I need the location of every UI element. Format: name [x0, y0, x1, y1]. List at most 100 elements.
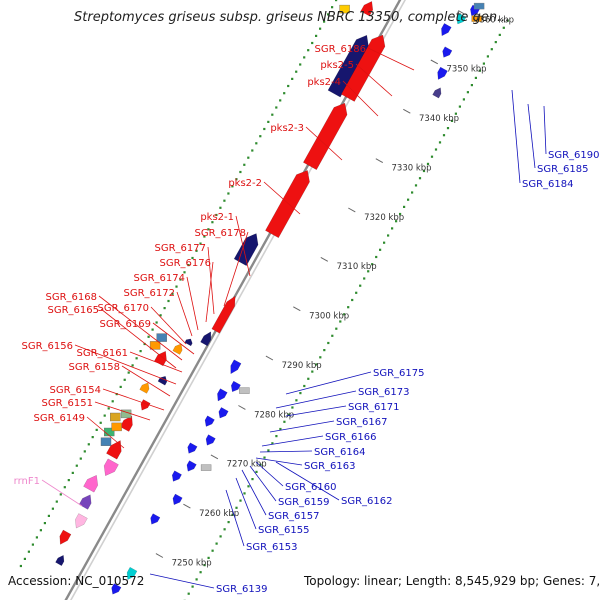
small-gene-arrow: [442, 46, 453, 58]
right-dotted-track-dot: [474, 76, 477, 79]
callout-text: SGR_6160: [285, 482, 337, 493]
right-dotted-track-dot: [311, 370, 314, 373]
small-gene-arrow: [157, 375, 168, 386]
right-dotted-track-dot: [418, 177, 422, 180]
small-gene-arrow: [230, 359, 242, 375]
left-dotted-track-dot: [203, 235, 206, 238]
scale-tick-label: 7290 kbp: [282, 361, 322, 371]
right-dotted-track-dot: [355, 291, 358, 294]
callout-text: SGR_6184: [522, 179, 574, 190]
left-gene-label: SGR_6169: [100, 319, 195, 355]
right-dotted-track-dot: [335, 327, 338, 330]
left-dotted-track-dot: [267, 120, 270, 123]
right-dotted-track-dot: [379, 248, 382, 251]
right-dotted-track: [183, 19, 509, 600]
right-gene-label: SGR_6155: [235, 477, 310, 536]
callout-text: SGR_6185: [537, 164, 589, 175]
left-gene-label: SGR_6176: [160, 258, 214, 323]
left-gene-label: SGR_6161: [77, 348, 183, 373]
callout-line: [129, 351, 183, 373]
small-gene-arrow: [230, 380, 241, 393]
right-dotted-track-dot: [323, 349, 326, 352]
small-gene-arrow: [111, 583, 122, 595]
scale-tick-label: 7280 kbp: [254, 410, 294, 420]
right-dotted-track-dot: [446, 127, 450, 130]
left-dotted-track-dot: [271, 113, 274, 116]
right-dotted-track-dot: [395, 220, 398, 223]
right-dotted-track-dot: [211, 549, 214, 552]
navy-gene-arrow: [200, 331, 212, 347]
left-dotted-track-dot: [99, 421, 102, 424]
left-dotted-track-dot: [31, 543, 34, 546]
small-gene-arrow: [217, 388, 228, 402]
right-dotted-track-dot: [267, 449, 270, 452]
left-gene-label: pks2-4: [307, 77, 379, 117]
navy-gene-arrow: [327, 34, 369, 98]
left-dotted-track-dot: [123, 378, 126, 381]
scale-tick: [320, 256, 329, 262]
misc-feature-block: [111, 422, 122, 432]
misc-feature-block: [100, 437, 112, 446]
callout-line: [263, 181, 301, 215]
left-dotted-track-dot: [139, 350, 142, 353]
right-dotted-track-dot: [307, 377, 310, 380]
callout-line: [186, 276, 199, 331]
right-gene-label: SGR_6173: [275, 387, 410, 409]
callout-line: [121, 365, 171, 397]
right-dotted-track-dot: [391, 227, 394, 230]
right-gene-label: SGR_6157: [241, 469, 320, 522]
right-dotted-track-dot: [486, 55, 489, 58]
scale-tick-label: 7340 kbp: [419, 114, 459, 124]
callout-text: pks2-4: [307, 77, 341, 88]
left-dotted-track-dot: [291, 77, 294, 80]
right-dotted-track-dot: [291, 406, 294, 409]
left-dotted-track-dot: [279, 99, 282, 102]
right-dotted-track-dot: [223, 528, 226, 531]
left-dotted-track-dot: [43, 522, 46, 525]
left-dotted-track-dot: [311, 41, 314, 45]
left-dotted-track-dot: [103, 414, 106, 417]
left-gene-label: pks2-2: [228, 178, 301, 215]
right-dotted-track-dot: [315, 363, 318, 366]
misc-feature-block: [471, 15, 482, 22]
small-gene-arrow: [171, 470, 182, 482]
right-dotted-track-dot: [187, 592, 190, 595]
left-dotted-track-dot: [263, 127, 266, 131]
left-dotted-track-dot: [91, 436, 94, 439]
callout-line: [152, 322, 195, 355]
right-dotted-track-dot: [279, 427, 282, 431]
red-gene-arrow: [302, 102, 348, 171]
right-dotted-track-dot: [347, 306, 350, 309]
right-dotted-track-dot: [303, 384, 306, 388]
right-dotted-track-dot: [295, 399, 298, 402]
small-gene-arrow: [106, 440, 122, 460]
right-dotted-track-dot: [219, 535, 222, 538]
right-dotted-track-dot: [299, 392, 302, 395]
red-gene-arrow: [211, 295, 236, 334]
right-dotted-track-dot: [203, 564, 206, 567]
right-gene-label: SGR_6171: [285, 402, 400, 417]
left-dotted-track-dot: [223, 199, 226, 202]
callout-text: pks2-1: [200, 212, 234, 223]
left-dotted-track-dot: [171, 292, 174, 295]
scale-tick: [183, 503, 191, 509]
callout-text: SGR_6149: [34, 413, 86, 424]
right-dotted-track-dot: [498, 33, 501, 36]
callout-text: SGR_6177: [155, 243, 207, 254]
right-dotted-track-dot: [339, 320, 342, 323]
callout-text: SGR_6178: [195, 228, 247, 239]
callout-line: [261, 435, 324, 447]
left-dotted-track-dot: [183, 271, 186, 274]
right-dotted-track-dot: [434, 148, 438, 151]
callout-text: pks2-2: [228, 178, 262, 189]
small-gene-arrow: [456, 12, 467, 25]
right-dotted-track-dot: [351, 298, 354, 302]
left-dotted-track-dot: [191, 256, 194, 260]
small-gene-arrow: [78, 494, 92, 510]
callout-text: pks2-3: [270, 123, 304, 134]
left-gene-label: SGR_6154: [50, 385, 165, 411]
misc-feature-block: [200, 464, 212, 471]
left-dotted-track-dot: [195, 249, 198, 252]
small-gene-arrow: [172, 343, 183, 355]
small-gene-arrow: [172, 493, 183, 506]
